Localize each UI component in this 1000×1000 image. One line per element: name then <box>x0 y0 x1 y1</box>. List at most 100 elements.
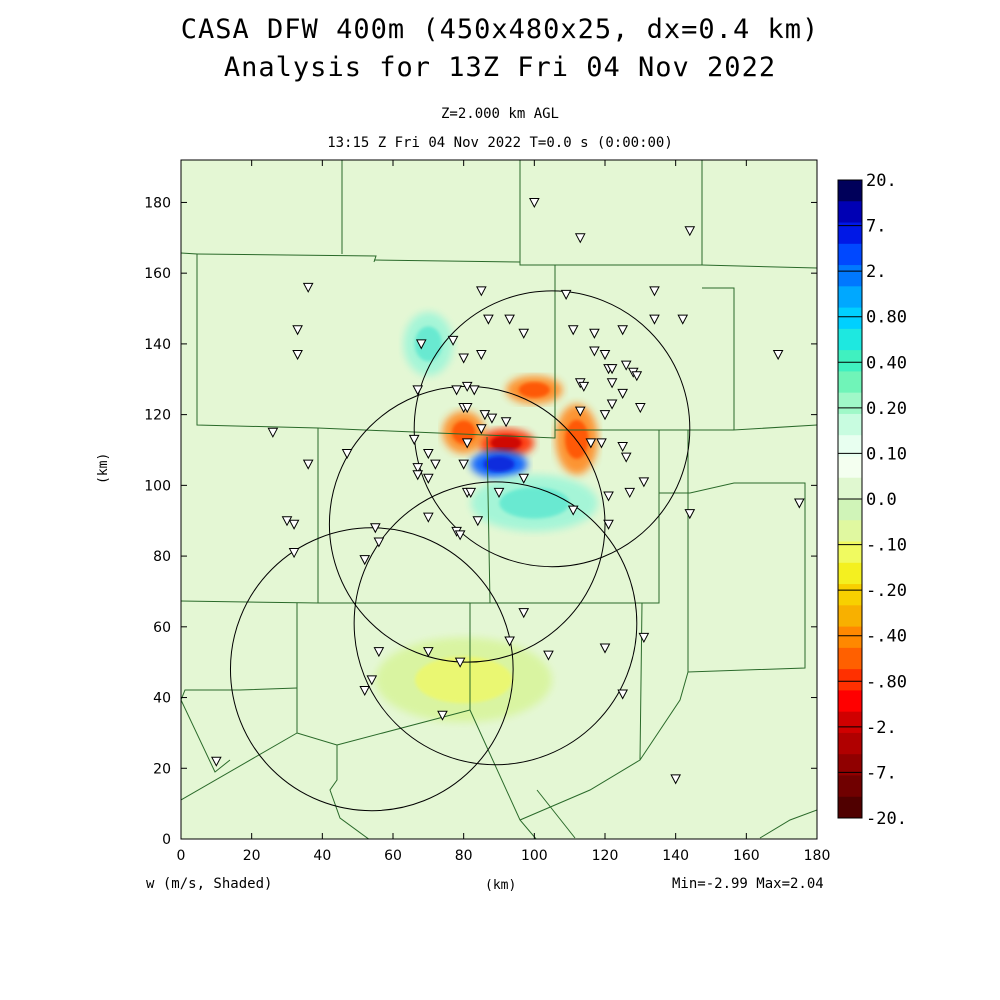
county-boundary <box>759 809 817 839</box>
colorbar-label: 7. <box>866 217 886 237</box>
station-marker <box>288 548 300 559</box>
colorbar-label: 0.40 <box>866 353 907 373</box>
colorbar-segment <box>838 350 862 372</box>
station-marker <box>684 226 696 237</box>
colorbar-segment <box>838 222 862 245</box>
colorbar-segment <box>838 690 862 713</box>
station-marker <box>617 388 628 399</box>
x-tick-label: 100 <box>521 848 548 864</box>
level-label: Z=2.000 km AGL <box>440 106 559 122</box>
station-marker <box>461 438 473 449</box>
station-marker <box>589 328 600 339</box>
station-marker <box>617 325 628 336</box>
station-marker <box>468 385 480 396</box>
colorbar-segment <box>838 392 862 415</box>
colorbar-label: 2. <box>866 262 886 282</box>
colorbar-segment <box>838 435 862 457</box>
station-marker <box>437 710 448 721</box>
x-tick-label: 180 <box>804 848 831 864</box>
x-tick-label: 60 <box>384 848 402 864</box>
x-tick-label: 120 <box>592 848 619 864</box>
x-tick-label: 20 <box>243 848 261 864</box>
county-boundary <box>317 265 556 439</box>
colorbar-segment <box>838 562 862 585</box>
station-marker <box>476 350 487 361</box>
station-marker <box>560 289 572 300</box>
county-boundary <box>519 602 643 821</box>
colorbar-segment <box>838 754 862 776</box>
station-marker <box>292 350 303 361</box>
station-marker <box>302 459 314 470</box>
colorbar-segment <box>838 265 862 287</box>
station-marker <box>617 689 628 700</box>
colorbar-label: -7. <box>866 763 897 783</box>
station-marker <box>596 438 607 449</box>
station-marker <box>578 381 590 392</box>
county-boundary <box>181 687 298 701</box>
y-tick-label: 180 <box>144 195 171 211</box>
station-marker <box>412 385 424 396</box>
station-marker <box>518 473 530 484</box>
station-marker <box>476 286 487 297</box>
station-marker <box>620 452 632 463</box>
station-marker <box>631 371 643 382</box>
station-marker <box>635 403 646 414</box>
field-anomaly-core <box>499 487 570 519</box>
colorbar-segment <box>838 328 862 351</box>
station-marker <box>465 487 477 498</box>
chart-subtitle: Analysis for 13Z Fri 04 Nov 2022 <box>223 52 777 83</box>
colorbar-segment <box>838 584 862 606</box>
radar-range-ring <box>413 290 691 568</box>
chart-title: CASA DFW 400m (450x480x25, dx=0.4 km) <box>180 14 820 45</box>
station-marker <box>373 537 385 548</box>
colorbar-label: 20. <box>866 171 897 191</box>
y-tick-label: 0 <box>162 832 171 848</box>
station-marker <box>415 339 427 350</box>
station-marker <box>589 346 600 357</box>
station-marker <box>267 427 279 438</box>
station-marker <box>430 459 441 470</box>
station-marker <box>649 286 660 297</box>
station-marker <box>373 647 385 658</box>
station-marker <box>483 314 494 325</box>
station-marker <box>772 350 784 361</box>
colorbar-segment <box>838 180 862 202</box>
station-marker <box>447 335 459 346</box>
colorbar-segment <box>838 413 862 436</box>
station-marker <box>585 438 597 449</box>
radar-range-ring <box>353 481 638 766</box>
x-axis-label: (km) <box>485 878 517 893</box>
plot-frame <box>180 159 818 840</box>
station-marker <box>493 487 505 498</box>
colorbar-label: 0.20 <box>866 399 907 419</box>
field-anomaly-core <box>518 382 550 398</box>
station-marker <box>603 491 614 502</box>
station-marker <box>624 487 636 498</box>
county-boundary <box>181 699 231 773</box>
station-marker <box>408 434 420 445</box>
station-marker <box>567 325 579 336</box>
station-marker <box>281 516 293 527</box>
station-marker <box>454 530 466 541</box>
y-tick-label: 40 <box>153 691 171 707</box>
colorbar-segment <box>838 520 862 543</box>
colorbar-segment <box>838 711 862 734</box>
colorbar-segment <box>838 626 862 649</box>
station-marker <box>638 632 650 643</box>
station-marker <box>412 470 424 481</box>
field-label: w (m/s, Shaded) <box>146 876 273 892</box>
station-marker <box>292 325 303 336</box>
colorbar-segment <box>838 371 862 394</box>
station-marker <box>620 360 632 371</box>
colorbar-segment <box>838 647 862 670</box>
station-marker <box>500 417 512 428</box>
county-boundary <box>181 732 298 801</box>
station-marker <box>288 519 300 530</box>
colorbar-segment <box>838 499 862 521</box>
x-tick-label: 160 <box>733 848 760 864</box>
station-marker <box>476 424 487 435</box>
station-marker <box>472 516 484 527</box>
colorbar-segment <box>838 456 862 479</box>
colorbar-segment <box>838 605 862 628</box>
colorbar-segment <box>838 541 862 564</box>
